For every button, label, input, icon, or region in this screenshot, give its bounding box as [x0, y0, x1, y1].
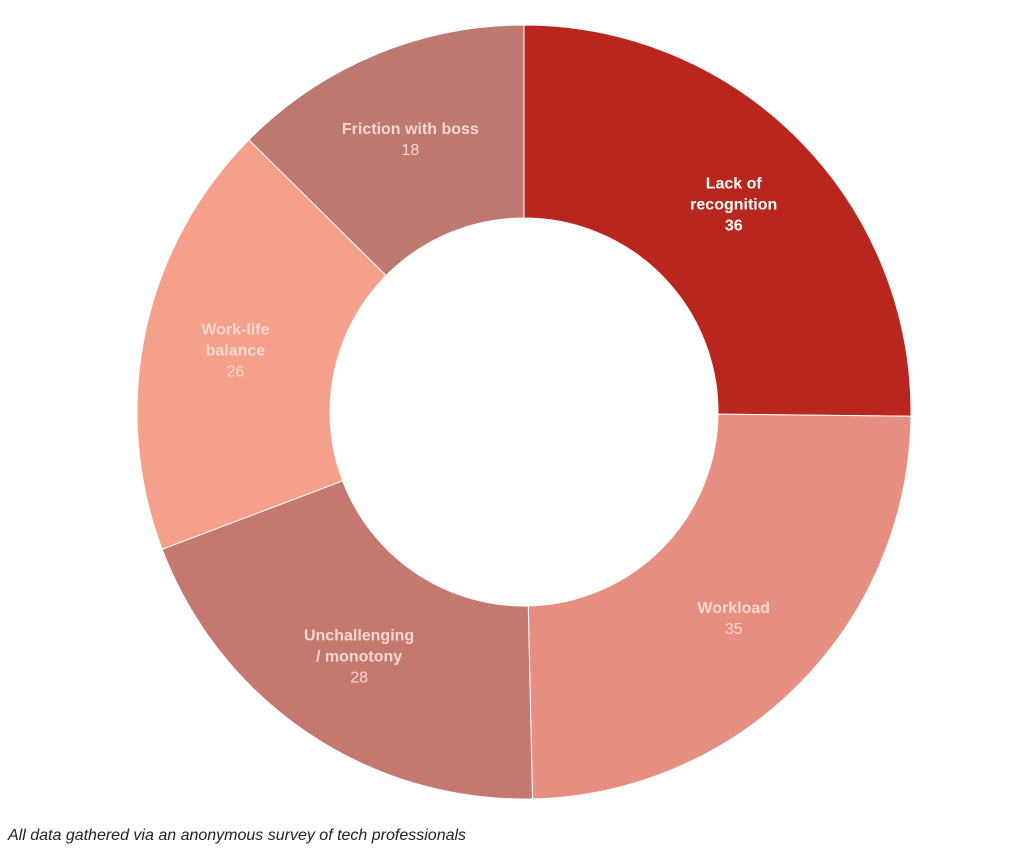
- donut-slice: [161, 480, 534, 800]
- slice-label: Friction with boss 18: [300, 119, 520, 161]
- slice-value: 36: [724, 217, 743, 235]
- slice-label: Work-life balance 26: [125, 319, 345, 382]
- slice-category: Friction with boss: [341, 120, 479, 138]
- donut-slice: [527, 413, 912, 800]
- slice-label: Unchallenging / monotony 28: [249, 625, 469, 688]
- slice-category: Work-life balance: [201, 321, 270, 360]
- slice-value: 18: [401, 141, 420, 159]
- slice-category: Lack of recognition: [690, 175, 778, 214]
- donut-slice: [523, 24, 912, 417]
- slice-category: Workload: [697, 600, 771, 618]
- slice-label: Lack of recognition 36: [624, 173, 844, 236]
- slice-value: 26: [226, 363, 245, 381]
- footnote: All data gathered via an anonymous surve…: [8, 827, 467, 844]
- slice-category: Unchallenging / monotony: [303, 627, 415, 666]
- donut-slice: [136, 139, 387, 550]
- slice-value: 28: [350, 669, 368, 687]
- slice-value: 35: [724, 621, 743, 639]
- donut-slice: [248, 24, 525, 277]
- slice-label: Workload 35: [624, 598, 844, 640]
